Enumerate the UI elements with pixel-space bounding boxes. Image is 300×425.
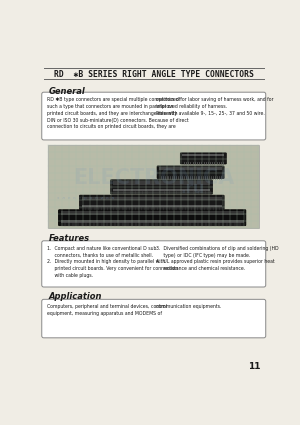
Text: 1.  Compact and nature like conventional D sub
     connectors, thanks to use of: 1. Compact and nature like conventional …: [47, 246, 178, 278]
Text: 11: 11: [248, 362, 261, 371]
FancyBboxPatch shape: [42, 299, 266, 338]
Text: optimized for labor saving of harness work, and for
improved reliability of harn: optimized for labor saving of harness wo…: [156, 97, 274, 116]
Text: Application: Application: [48, 292, 102, 301]
Text: ELECTRONICA: ELECTRONICA: [73, 168, 234, 188]
Bar: [61, 211, 244, 215]
FancyBboxPatch shape: [42, 92, 266, 140]
FancyBboxPatch shape: [157, 166, 224, 178]
Bar: [113, 181, 210, 185]
Bar: [82, 196, 222, 200]
Text: .ru: .ru: [181, 181, 205, 196]
Bar: [182, 154, 224, 156]
Text: Features: Features: [48, 234, 89, 243]
Text: RD ✱B type connectors are special multiple connectors of
such a type that connec: RD ✱B type connectors are special multip…: [47, 97, 188, 129]
FancyBboxPatch shape: [110, 180, 212, 194]
FancyBboxPatch shape: [80, 195, 224, 210]
FancyBboxPatch shape: [180, 153, 226, 164]
Text: RD  ✱B SERIES RIGHT ANGLE TYPE CONNECTORS: RD ✱B SERIES RIGHT ANGLE TYPE CONNECTORS: [54, 70, 254, 79]
Bar: [113, 189, 210, 191]
Bar: [82, 205, 222, 207]
FancyBboxPatch shape: [42, 241, 266, 287]
Text: 3.  Diversified combinations of clip and soldering (HD
     type) or IDC (IFC ty: 3. Diversified combinations of clip and …: [156, 246, 279, 271]
Text: communication equipments.: communication equipments.: [156, 304, 222, 309]
Text: э  л  е  к  т  р  о  н  и  к  а: э л е к т р о н и к а: [57, 196, 114, 200]
Text: Computers, peripheral and terminal devices, control
equipment, measuring apparat: Computers, peripheral and terminal devic…: [47, 304, 167, 316]
FancyBboxPatch shape: [58, 210, 246, 226]
Bar: [159, 167, 222, 170]
Bar: [61, 221, 244, 224]
Text: General: General: [48, 87, 85, 96]
Bar: [48, 145, 259, 228]
